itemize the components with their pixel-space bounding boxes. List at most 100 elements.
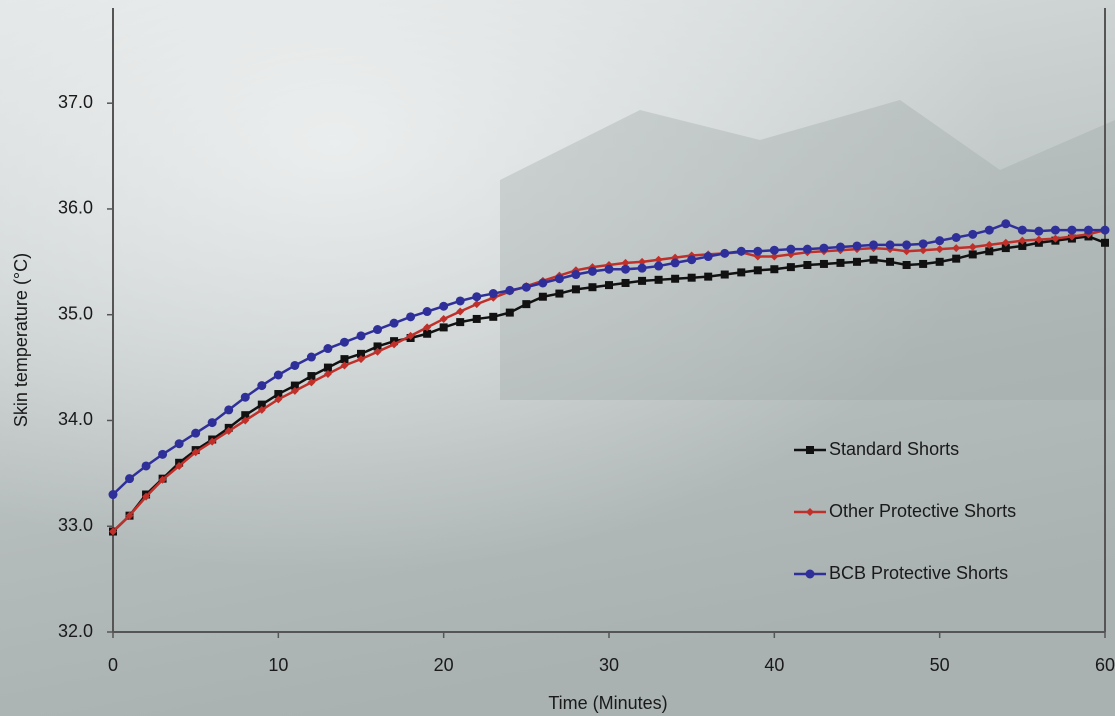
marker — [968, 229, 978, 239]
y-tick-label: 33.0 — [58, 515, 93, 535]
marker — [835, 242, 845, 252]
marker — [505, 285, 515, 295]
marker — [786, 244, 796, 254]
marker — [1083, 225, 1093, 235]
x-tick-label: 10 — [268, 655, 288, 675]
marker — [1001, 244, 1010, 253]
x-tick-label: 60 — [1095, 655, 1115, 675]
marker — [357, 349, 365, 358]
x-axis-title: Time (Minutes) — [548, 693, 667, 713]
marker — [1101, 238, 1109, 247]
marker — [439, 301, 449, 311]
marker — [638, 257, 647, 266]
marker — [240, 392, 250, 402]
marker — [621, 264, 631, 274]
marker — [505, 308, 514, 317]
marker — [439, 314, 448, 323]
marker — [306, 352, 316, 362]
marker — [852, 241, 862, 251]
marker — [125, 474, 135, 484]
marker — [307, 378, 316, 387]
marker — [472, 300, 481, 309]
marker — [952, 244, 961, 253]
marker — [290, 360, 300, 370]
marker — [919, 246, 928, 255]
marker — [290, 386, 299, 395]
marker — [902, 261, 911, 270]
marker — [770, 252, 779, 261]
marker — [819, 259, 828, 268]
marker — [806, 446, 814, 454]
marker — [571, 285, 580, 294]
marker — [885, 240, 895, 250]
marker — [704, 272, 713, 281]
marker — [406, 331, 415, 340]
marker — [985, 240, 994, 249]
marker — [621, 258, 630, 267]
marker — [208, 437, 217, 446]
marker — [175, 461, 184, 470]
x-tick-label: 50 — [930, 655, 950, 675]
marker — [241, 416, 250, 425]
marker — [224, 427, 233, 436]
marker — [671, 274, 680, 283]
marker — [1034, 235, 1043, 244]
marker — [290, 381, 299, 390]
marker — [224, 405, 234, 415]
marker — [488, 289, 498, 299]
marker — [803, 261, 812, 270]
marker — [191, 428, 201, 438]
marker — [1001, 238, 1010, 247]
y-tick-label: 34.0 — [58, 409, 93, 429]
y-axis-title: Skin temperature (°C) — [11, 253, 31, 427]
marker — [819, 243, 829, 253]
marker — [456, 318, 465, 327]
marker — [373, 342, 382, 351]
y-tick-label: 35.0 — [58, 303, 93, 323]
marker — [1051, 234, 1060, 243]
marker — [141, 461, 151, 471]
marker — [605, 281, 613, 290]
marker — [389, 318, 399, 328]
marker — [919, 259, 928, 268]
marker — [1017, 225, 1027, 235]
marker — [654, 255, 663, 264]
marker — [951, 233, 961, 243]
marker — [207, 418, 217, 428]
marker — [587, 266, 597, 276]
marker — [357, 355, 365, 364]
marker — [1100, 225, 1110, 235]
marker — [406, 312, 416, 322]
marker — [1001, 219, 1011, 229]
marker — [439, 323, 448, 332]
marker — [125, 511, 134, 520]
marker — [638, 276, 647, 285]
marker — [654, 261, 664, 271]
marker — [1067, 225, 1077, 235]
marker — [323, 369, 332, 378]
marker — [1018, 241, 1027, 250]
marker — [736, 246, 746, 256]
marker — [737, 268, 746, 277]
marker — [257, 381, 267, 391]
marker — [687, 255, 697, 265]
marker — [339, 337, 349, 347]
marker — [273, 370, 283, 380]
legend-label: Other Protective Shorts — [829, 501, 1016, 521]
marker — [703, 252, 713, 262]
marker — [423, 329, 432, 338]
marker — [869, 240, 879, 250]
marker — [108, 490, 118, 500]
marker — [390, 340, 399, 349]
marker — [554, 274, 564, 284]
marker — [191, 448, 200, 457]
marker — [323, 363, 332, 372]
marker — [241, 411, 250, 420]
marker — [720, 248, 730, 258]
marker — [373, 325, 383, 335]
marker — [472, 292, 482, 302]
marker — [274, 395, 283, 404]
marker — [274, 390, 283, 399]
marker — [257, 400, 266, 409]
